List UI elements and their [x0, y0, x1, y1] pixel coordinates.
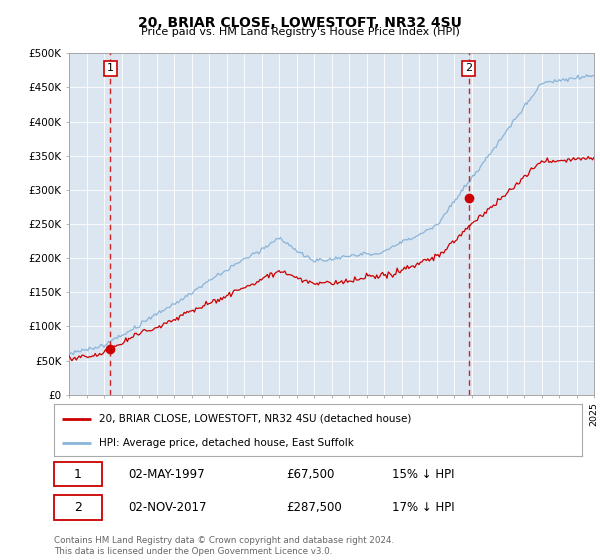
- Text: Contains HM Land Registry data © Crown copyright and database right 2024.
This d: Contains HM Land Registry data © Crown c…: [54, 536, 394, 556]
- Text: 02-MAY-1997: 02-MAY-1997: [128, 468, 205, 480]
- Text: 2: 2: [465, 63, 472, 73]
- Text: Price paid vs. HM Land Registry's House Price Index (HPI): Price paid vs. HM Land Registry's House …: [140, 27, 460, 37]
- Text: 02-NOV-2017: 02-NOV-2017: [128, 501, 206, 514]
- Text: £287,500: £287,500: [286, 501, 342, 514]
- Text: 1: 1: [107, 63, 114, 73]
- Text: £67,500: £67,500: [286, 468, 335, 480]
- FancyBboxPatch shape: [54, 462, 101, 486]
- Text: 20, BRIAR CLOSE, LOWESTOFT, NR32 4SU (detached house): 20, BRIAR CLOSE, LOWESTOFT, NR32 4SU (de…: [99, 414, 411, 424]
- Text: 20, BRIAR CLOSE, LOWESTOFT, NR32 4SU: 20, BRIAR CLOSE, LOWESTOFT, NR32 4SU: [138, 16, 462, 30]
- Text: 15% ↓ HPI: 15% ↓ HPI: [392, 468, 454, 480]
- Text: 17% ↓ HPI: 17% ↓ HPI: [392, 501, 455, 514]
- Text: 1: 1: [74, 468, 82, 480]
- FancyBboxPatch shape: [54, 495, 101, 520]
- Text: 2: 2: [74, 501, 82, 514]
- Text: HPI: Average price, detached house, East Suffolk: HPI: Average price, detached house, East…: [99, 438, 354, 449]
